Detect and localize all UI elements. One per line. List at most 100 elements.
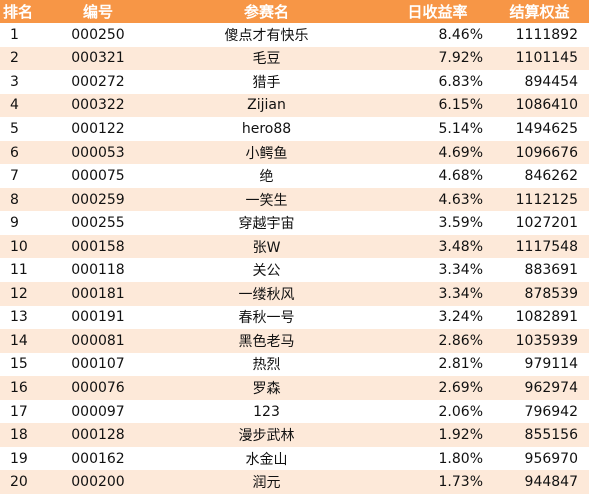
table-row: 17 000097 123 2.06% 796942 <box>0 399 589 424</box>
table-row: 12 000181 一缕秋风 3.34% 878539 <box>0 282 589 306</box>
cell-rank: 11 <box>10 262 28 279</box>
cell-code: 000097 <box>71 403 125 420</box>
cell-settled-equity: 883691 <box>524 262 578 279</box>
cell-code: 000107 <box>71 356 125 373</box>
cell-daily-return: 8.46% <box>438 26 483 43</box>
cell-name: hero88 <box>241 120 292 137</box>
header-row: 排名 编号 参赛名 日收益率 结算权益 <box>0 0 589 23</box>
table-row: 14 000081 黑色老马 2.86% 1035939 <box>0 329 589 353</box>
cell-daily-return: 2.86% <box>438 332 483 349</box>
cell-daily-return: 4.68% <box>438 168 483 185</box>
table-row: 7 000075 绝 4.68% 846262 <box>0 164 589 188</box>
table-row: 5 000122 hero88 5.14% 1494625 <box>0 117 589 141</box>
cell-rank: 10 <box>10 238 28 255</box>
cell-daily-return: 3.34% <box>438 285 483 302</box>
cell-code: 000128 <box>71 427 125 444</box>
cell-name: Zijian <box>247 97 286 114</box>
cell-rank: 7 <box>10 168 19 185</box>
cell-settled-equity: 1086410 <box>515 97 578 114</box>
cell-rank: 14 <box>10 332 28 349</box>
cell-code: 000158 <box>71 238 125 255</box>
table-row: 8 000259 一笑生 4.63% 1112125 <box>0 187 589 212</box>
cell-settled-equity: 855156 <box>524 427 578 444</box>
cell-daily-return: 4.69% <box>438 144 483 161</box>
cell-code: 000081 <box>71 332 125 349</box>
cell-name: 春秋一号 <box>238 310 295 327</box>
cell-code: 000076 <box>71 379 125 396</box>
cell-name: 热烈 <box>252 357 281 374</box>
cell-settled-equity: 878539 <box>524 285 578 302</box>
cell-daily-return: 1.92% <box>438 427 483 444</box>
cell-name: 毛豆 <box>252 51 281 68</box>
cell-name: 123 <box>253 403 280 420</box>
cell-daily-return: 3.48% <box>438 238 483 255</box>
header-settled-equity: 结算权益 <box>509 3 570 21</box>
cell-rank: 2 <box>10 50 19 67</box>
cell-daily-return: 5.14% <box>438 120 483 137</box>
cell-rank: 6 <box>10 144 19 161</box>
cell-rank: 8 <box>10 191 19 208</box>
cell-daily-return: 3.24% <box>438 309 483 326</box>
cell-rank: 12 <box>10 285 28 302</box>
cell-settled-equity: 1101145 <box>515 50 578 67</box>
cell-daily-return: 6.83% <box>438 73 483 90</box>
cell-rank: 3 <box>10 73 19 90</box>
cell-settled-equity: 962974 <box>524 379 578 396</box>
cell-settled-equity: 956970 <box>524 450 578 467</box>
cell-code: 000191 <box>71 309 125 326</box>
table-header: 排名 编号 参赛名 日收益率 结算权益 <box>0 0 589 23</box>
cell-settled-equity: 1035939 <box>515 332 578 349</box>
cell-daily-return: 2.06% <box>438 403 483 420</box>
cell-name: 罗森 <box>252 380 281 397</box>
cell-rank: 17 <box>10 403 28 420</box>
cell-daily-return: 1.80% <box>438 450 483 467</box>
cell-name: 黑色老马 <box>238 333 295 350</box>
cell-settled-equity: 1111892 <box>515 26 578 43</box>
cell-name: 猎手 <box>252 74 281 91</box>
table-row: 13 000191 春秋一号 3.24% 1082891 <box>0 305 589 330</box>
cell-code: 000118 <box>71 262 125 279</box>
cell-settled-equity: 1112125 <box>515 191 578 208</box>
cell-rank: 18 <box>10 427 28 444</box>
table-row: 6 000053 小鳄鱼 4.69% 1096676 <box>0 140 589 165</box>
cell-code: 000200 <box>71 474 125 491</box>
cell-rank: 19 <box>10 450 28 467</box>
cell-settled-equity: 796942 <box>524 403 578 420</box>
cell-rank: 9 <box>10 215 19 232</box>
cell-code: 000162 <box>71 450 125 467</box>
cell-daily-return: 4.63% <box>438 191 483 208</box>
table-row: 18 000128 漫步武林 1.92% 855156 <box>0 423 589 447</box>
table-row: 1 000250 傻点才有快乐 8.46% 1111892 <box>0 23 589 47</box>
cell-settled-equity: 1494625 <box>515 120 578 137</box>
table-row: 10 000158 张W 3.48% 1117548 <box>0 234 589 259</box>
table-row: 16 000076 罗森 2.69% 962974 <box>0 376 589 400</box>
header-code: 编号 <box>82 3 113 21</box>
cell-code: 000053 <box>71 144 125 161</box>
header-name: 参赛名 <box>243 3 289 21</box>
header-daily-return: 日收益率 <box>407 3 468 21</box>
cell-name: 润元 <box>252 475 281 492</box>
cell-daily-return: 3.59% <box>438 215 483 232</box>
cell-settled-equity: 944847 <box>524 474 578 491</box>
table-row: 4 000322 Zijian 6.15% 1086410 <box>0 93 589 118</box>
cell-rank: 16 <box>10 379 28 396</box>
cell-code: 000181 <box>71 285 125 302</box>
table-row: 19 000162 水金山 1.80% 956970 <box>0 446 589 471</box>
cell-rank: 4 <box>10 97 19 114</box>
cell-daily-return: 1.73% <box>438 474 483 491</box>
cell-daily-return: 3.34% <box>438 262 483 279</box>
cell-settled-equity: 1082891 <box>515 309 578 326</box>
cell-code: 000255 <box>71 215 125 232</box>
cell-daily-return: 2.81% <box>438 356 483 373</box>
cell-settled-equity: 846262 <box>524 168 578 185</box>
table-body: 1 000250 傻点才有快乐 8.46% 1111892 2 000321 毛豆 7.92% 1… <box>0 23 589 494</box>
cell-rank: 5 <box>10 120 19 137</box>
cell-code: 000122 <box>71 120 125 137</box>
cell-name: 小鳄鱼 <box>245 145 288 162</box>
cell-code: 000250 <box>71 26 125 43</box>
cell-name: 水金山 <box>245 451 288 468</box>
table-row: 3 000272 猎手 6.83% 894454 <box>0 70 589 94</box>
cell-name: 穿越宇宙 <box>238 216 295 233</box>
cell-rank: 15 <box>10 356 28 373</box>
